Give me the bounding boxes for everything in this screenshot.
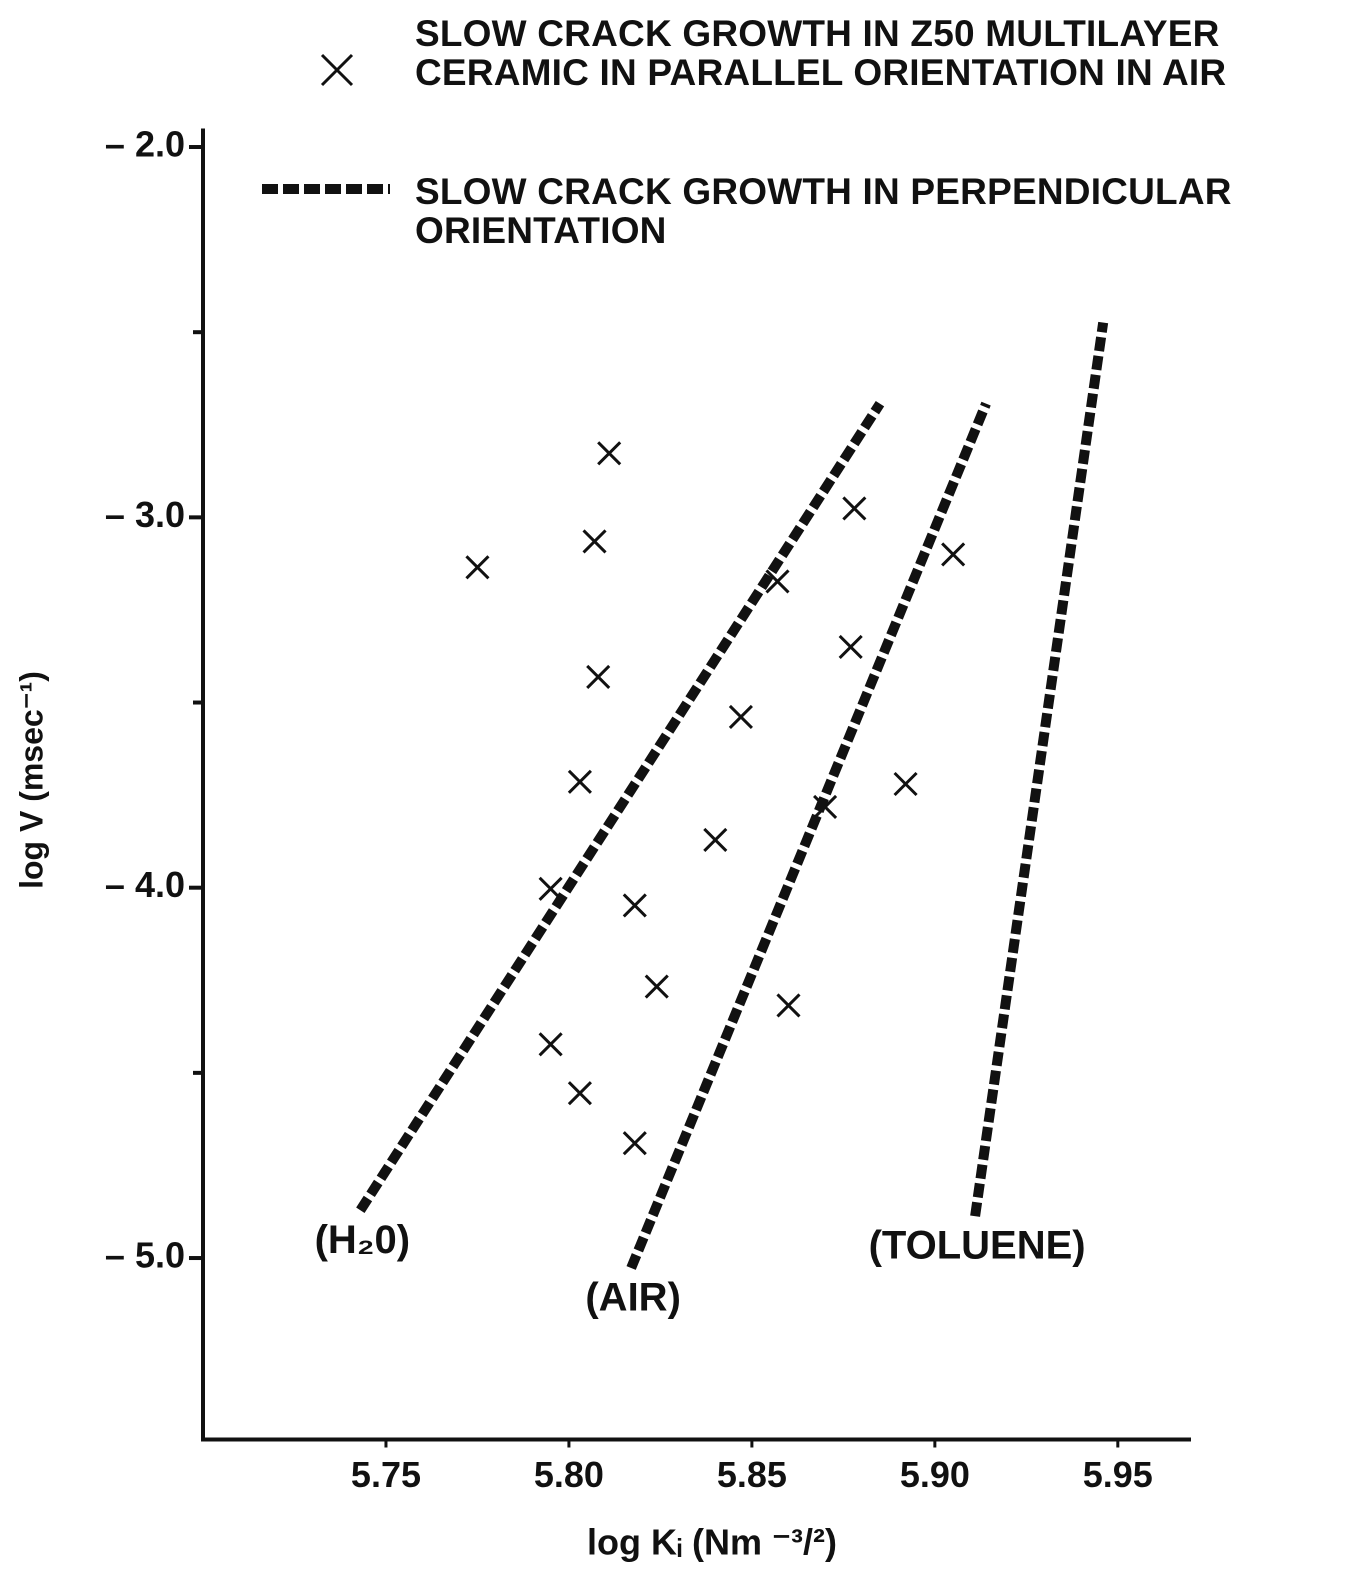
point [941,542,966,567]
point [728,704,753,730]
point [586,664,611,690]
legend-line-label: SLOW CRACK GROWTH IN PERPENDICULAR ORIEN… [415,171,1232,251]
y-tick-label: – 5.0 [105,1235,185,1276]
x-tick-label: 5.75 [351,1454,421,1495]
y-tick-label: – 3.0 [105,494,185,535]
point [644,974,669,999]
point [567,1081,592,1106]
dashed-line [356,400,885,1213]
y-tick-label: – 2.0 [105,124,185,165]
point [703,827,728,852]
point [838,634,863,660]
line-annotation: (AIR) [585,1276,681,1320]
point [893,771,918,797]
line-annotation: (H₂0) [315,1218,411,1262]
dashed-line [626,401,991,1270]
point [765,569,790,594]
point [465,555,490,580]
legend-marker [320,53,354,87]
point [622,1131,647,1156]
x-axis-label: log Kᵢ (Nm ⁻³/²) [587,1522,837,1563]
point [842,496,867,521]
point [622,893,647,918]
x-tick-label: 5.90 [900,1454,970,1495]
point [567,769,592,794]
y-axis-label: log V (msec⁻¹) [13,671,49,889]
dashed-line [970,321,1109,1217]
y-tick-label: – 4.0 [105,864,185,905]
x-tick-label: 5.95 [1083,1454,1153,1495]
point [776,993,801,1018]
point [538,1032,563,1057]
x-tick-label: 5.85 [717,1454,787,1495]
point [597,441,622,466]
legend-scatter-label: SLOW CRACK GROWTH IN Z50 MULTILAYER CERA… [415,13,1227,93]
point [582,529,607,554]
line-annotation: (TOLUENE) [869,1224,1086,1268]
x-tick-label: 5.80 [534,1454,604,1495]
